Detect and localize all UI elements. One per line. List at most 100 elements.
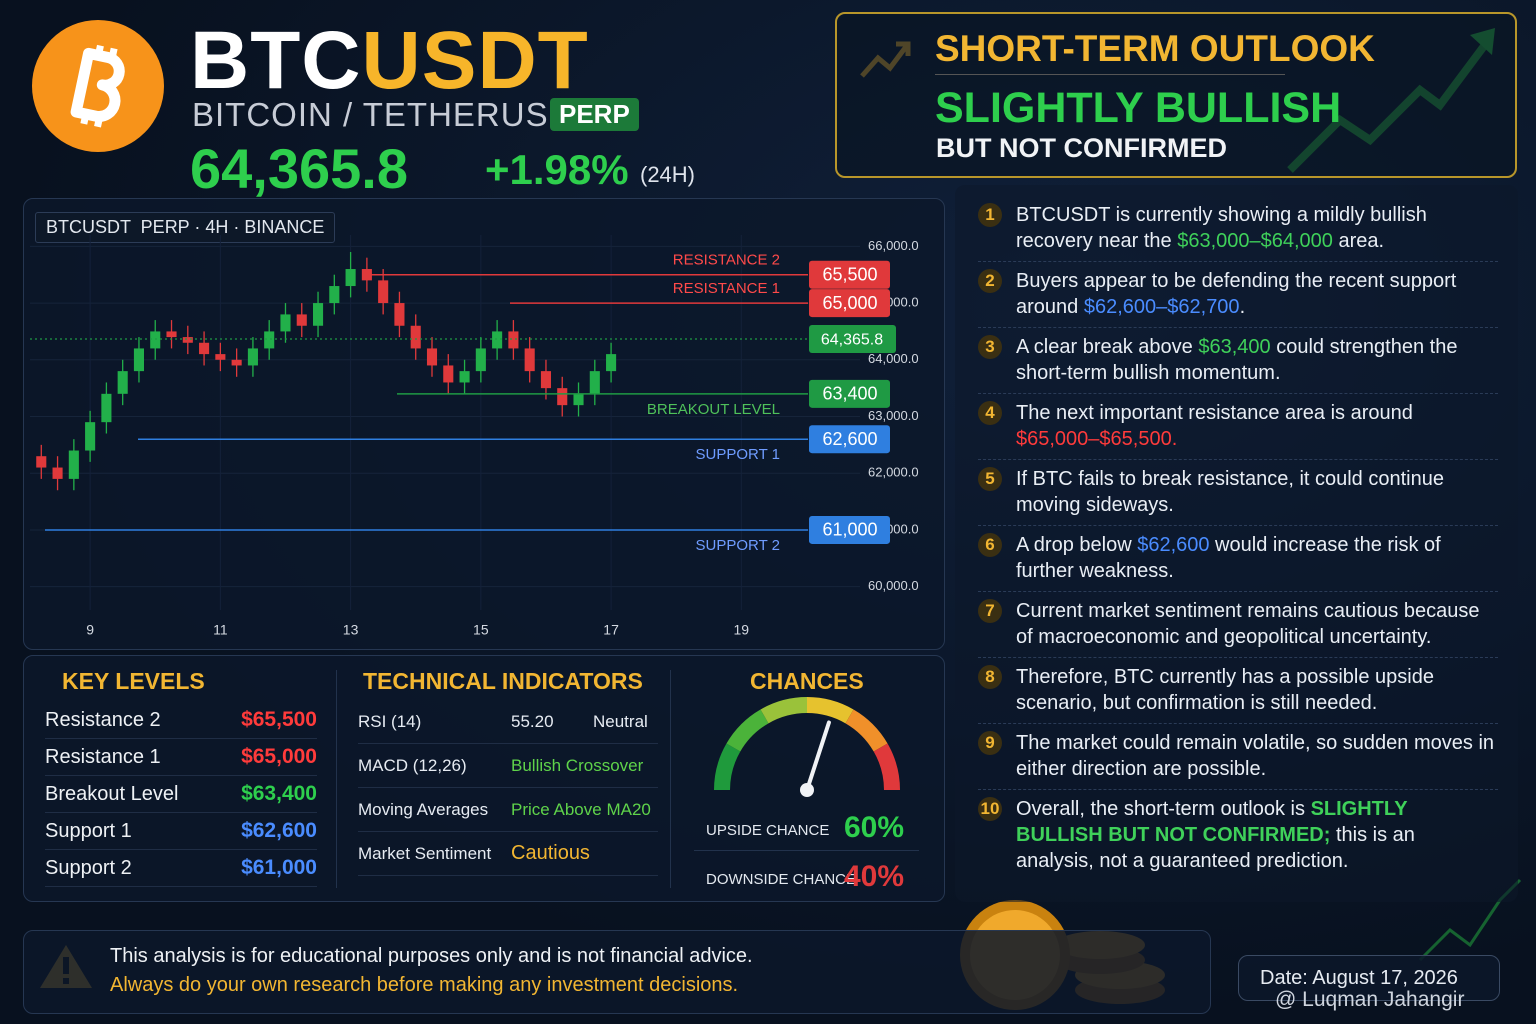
point-segment: A drop below [1016,534,1138,556]
level-name: SUPPORT 1 [696,446,780,463]
chart: 60,000.061,000.062,000.063,000.064,000.0… [30,235,919,638]
point-segment: could strengthen the short-term bullish … [1016,336,1458,384]
candle-body [475,348,486,372]
gauge [714,697,900,797]
logo-mark [70,44,125,128]
watermark: @ Luqman Jahangir [1275,988,1465,1011]
candle-body [329,286,340,304]
change: +1.98% [485,146,629,193]
candle-body [312,303,324,326]
point-segment: The next important resistance area is ar… [1016,402,1413,424]
level-box [809,379,890,408]
indicator-status: Price Above MA20 [511,799,651,819]
point-text: Buyers appear to be defending the recent… [1016,268,1498,320]
point: 8 Therefore, BTC currently has a possible… [978,658,1498,724]
points-panel [955,185,1518,902]
point-segment: BTCUSDT is currently showing a mildly bu… [1016,204,1427,252]
point-segment: $63,000–$64,000 [1177,230,1333,252]
y-tick-label: 60,000.0 [868,578,919,593]
disclaimer: Always do your own research before makin… [110,974,739,996]
change-period: (24H) [640,162,696,187]
candle-body [361,269,372,281]
outlook-box [835,12,1517,178]
point-segment: Buyers appear to be defending the recent… [1016,270,1457,318]
point-segment: Current market sentiment remains cautiou… [1016,600,1480,648]
point-segment: $63,400 [1198,336,1271,358]
disclaimer: This analysis is for educational purpose… [110,945,753,967]
symbol-quote: USDT [361,15,589,106]
divider [670,670,671,888]
gauge-arc [714,743,741,791]
points: 1 BTCUSDT is currently showing a mildly b… [978,196,1498,881]
upside-label: UPSIDE CHANCE [706,822,830,839]
point-number: 1 [978,203,1002,227]
candle-body [101,393,112,423]
point-number: 9 [978,731,1002,755]
candle-body [606,354,617,372]
indicator-status: Bullish Crossover [511,755,644,775]
outlook-heading: SHORT-TERM OUTLOOK [935,28,1375,69]
outlook-verdict: SLIGHTLY BULLISH [935,84,1342,132]
section-title: TECHNICAL INDICATORS [363,668,643,694]
last-price-box [809,325,896,354]
level-value: 61,000 [822,520,877,540]
candle-body [296,314,307,326]
downside-row: DOWNSIDE CHANCE 40% [694,856,919,898]
point-segment: SLIGHTLY BULLISH BUT NOT CONFIRMED; [1016,798,1408,846]
gauge-arc [873,743,900,791]
gauge-arc [726,709,769,752]
level-row: Support 2 $61,000 [45,850,317,887]
level-name: RESISTANCE 2 [673,252,780,269]
point-text: The next important resistance area is ar… [1016,400,1498,452]
point-text: BTCUSDT is currently showing a mildly bu… [1016,202,1498,254]
point-text: Therefore, BTC currently has a possible … [1016,664,1498,716]
candle-body [36,456,47,468]
point-text: If BTC fails to break resistance, it cou… [1016,466,1498,518]
point-text: A drop below $62,600 would increase the … [1016,532,1498,584]
candle-body [394,303,405,326]
point-number: 8 [978,665,1002,689]
point: 4 The next important resistance area is a… [978,394,1498,460]
level-value: $65,500 [241,708,317,731]
point-number: 2 [978,269,1002,293]
candle-body [199,342,210,355]
outlook-qualifier: BUT NOT CONFIRMED [936,133,1227,163]
x-tick-label: 15 [473,622,489,638]
divider [336,670,337,888]
candle-body [150,331,161,349]
x-tick-label: 17 [603,622,619,638]
upside-row: UPSIDE CHANCE 60% [694,808,919,851]
candle-body [459,371,470,383]
level-box [809,425,890,454]
gauge-hub [800,783,814,797]
indicator-row: Moving Averages Price Above MA20 [358,788,658,832]
downside-label: DOWNSIDE CHANCE [706,871,857,888]
indicator-name: Market Sentiment [358,843,492,863]
indicator-name: MACD (12,26) [358,755,467,775]
level-row: Support 1 $62,600 [45,813,317,850]
point: 5 If BTC fails to break resistance, it co… [978,460,1498,526]
level-value: $63,400 [241,782,317,805]
symbol-base: BTC [190,15,362,106]
candle-body [443,365,454,383]
level-value: 62,600 [822,429,877,449]
point-segment: A clear break above [1016,336,1199,358]
disclaimer-box [23,930,1211,1014]
point-text: The market could remain volatile, so sud… [1016,730,1498,782]
point: 1 BTCUSDT is currently showing a mildly b… [978,196,1498,262]
level-value: 65,000 [822,293,877,313]
level-box [809,289,890,318]
level-value: 65,500 [822,264,877,284]
upside-value: 60% [844,811,905,844]
x-tick-label: 19 [734,622,750,638]
candle-body [589,371,600,394]
level-row: Breakout Level $63,400 [45,776,317,813]
gauge-needle [805,720,831,792]
point-number: 6 [978,533,1002,557]
y-tick-label: 64,000.0 [868,351,919,366]
level-value: $65,000 [241,745,317,768]
candle-body [52,467,63,479]
indicators: RSI (14) 55.20 Neutral MACD (12,26) Bullish … [358,700,658,876]
gauge-arc [760,697,808,724]
